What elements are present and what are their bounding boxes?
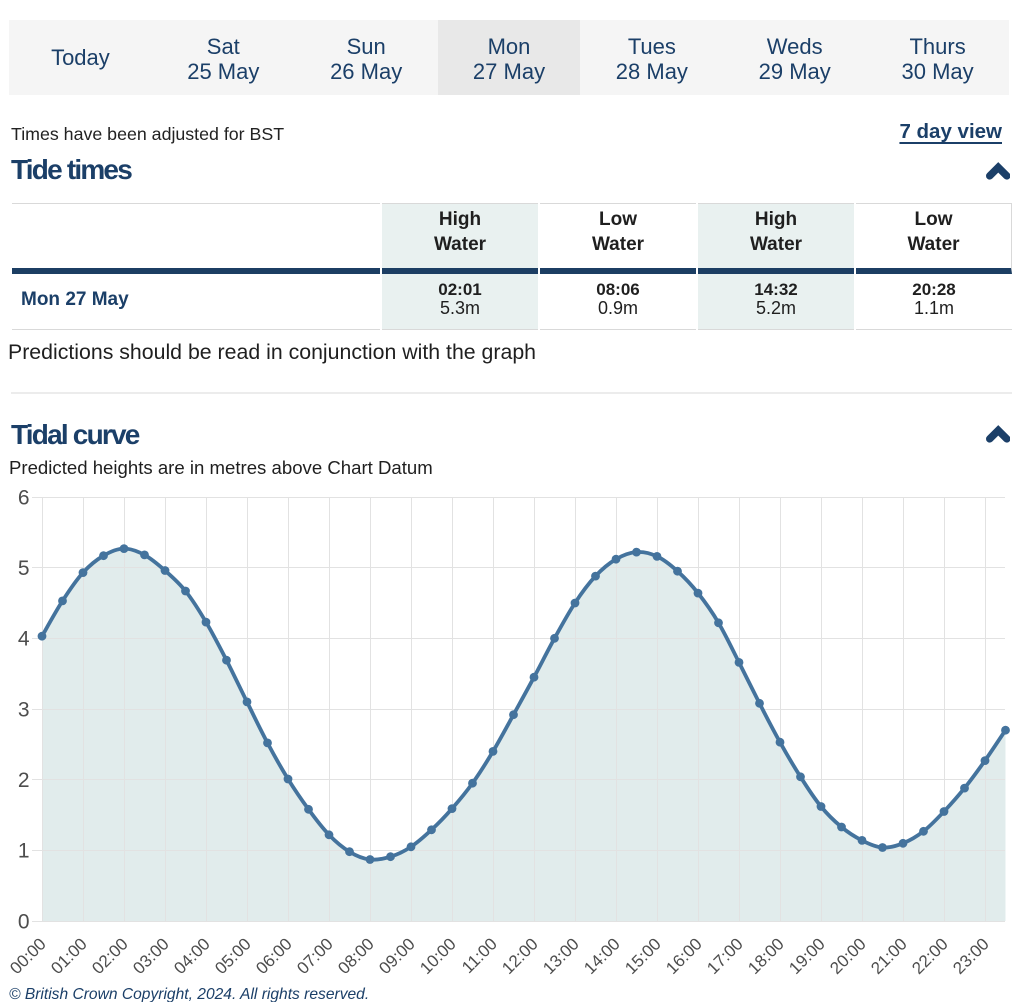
svg-text:2: 2 [18,769,30,792]
svg-text:11:00: 11:00 [458,934,501,977]
svg-text:07:00: 07:00 [293,934,337,978]
svg-text:02:00: 02:00 [88,934,132,978]
svg-text:12:00: 12:00 [498,934,542,978]
svg-text:22:00: 22:00 [908,934,952,978]
svg-text:23:00: 23:00 [949,934,993,978]
svg-text:00:00: 00:00 [6,934,50,978]
svg-text:14:00: 14:00 [580,934,624,978]
svg-text:18:00: 18:00 [744,934,788,978]
svg-text:15:00: 15:00 [621,934,665,978]
svg-text:19:00: 19:00 [785,934,829,978]
svg-text:10:00: 10:00 [416,934,460,978]
svg-text:16:00: 16:00 [662,934,706,978]
svg-text:04:00: 04:00 [170,934,214,978]
svg-text:06:00: 06:00 [252,934,296,978]
svg-text:17:00: 17:00 [703,934,747,978]
svg-text:05:00: 05:00 [211,934,255,978]
svg-text:4: 4 [18,628,30,651]
svg-text:13:00: 13:00 [539,934,583,978]
svg-text:20:00: 20:00 [826,934,870,978]
svg-text:5: 5 [18,557,30,580]
svg-text:21:00: 21:00 [867,934,911,978]
svg-text:08:00: 08:00 [334,934,378,978]
svg-text:09:00: 09:00 [375,934,419,978]
svg-text:01:00: 01:00 [47,934,91,978]
svg-text:0: 0 [18,910,30,933]
svg-text:1: 1 [18,840,30,863]
svg-text:03:00: 03:00 [129,934,173,978]
svg-text:6: 6 [18,486,30,509]
svg-text:3: 3 [18,698,30,721]
